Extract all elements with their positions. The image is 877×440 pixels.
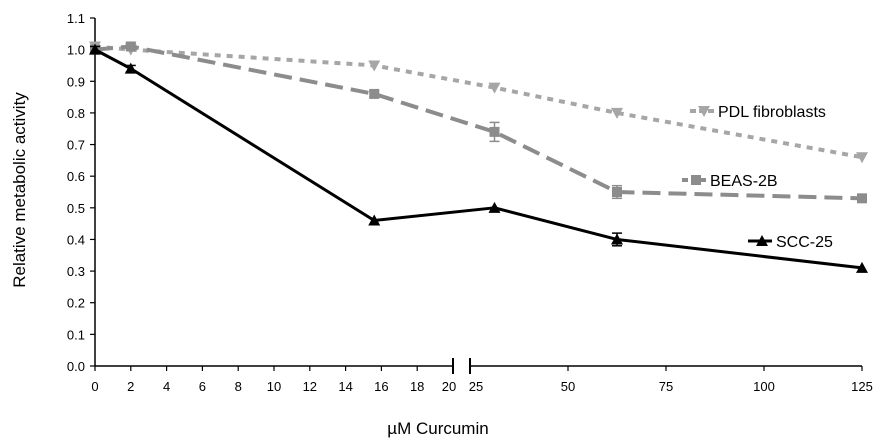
data-point <box>489 126 500 137</box>
data-point <box>857 193 867 204</box>
series-scc-25 <box>89 43 868 273</box>
x-tick-label: 8 <box>235 379 242 394</box>
x-tick-label: 10 <box>267 379 281 394</box>
data-point <box>611 107 623 119</box>
legend-marker <box>756 235 768 246</box>
series-pdl-fibroblasts <box>89 41 868 164</box>
data-point <box>125 41 136 52</box>
data-point <box>488 201 501 213</box>
y-tick-label: 0.5 <box>67 201 85 216</box>
data-point <box>612 187 622 197</box>
legend-item: BEAS-2B <box>682 173 778 190</box>
x-tick-label: 12 <box>303 379 317 394</box>
x-tick-label: 50 <box>561 379 575 394</box>
x-tick-label: 6 <box>199 379 206 394</box>
y-axis-ticks: 0.0 0.1 0.2 0.3 0.4 0.5 0.6 0.7 0.8 0.9 1.0 1.1 <box>67 11 95 374</box>
y-tick-label: 0.6 <box>67 169 85 184</box>
y-tick-label: 0.9 <box>67 74 85 89</box>
y-tick-label: 0.0 <box>67 359 85 374</box>
series-beas-2b <box>90 41 867 204</box>
x-tick-label: 0 <box>91 379 98 394</box>
data-point <box>89 43 101 55</box>
y-tick-label: 1.1 <box>67 11 85 26</box>
x-tick-label: 20 <box>442 379 456 394</box>
data-point <box>488 82 501 94</box>
legend-marker <box>691 175 701 185</box>
x-tick-label: 4 <box>163 379 170 394</box>
x-tick-label: 75 <box>659 379 673 394</box>
x-axis-ticks: 0 2 4 6 8 10 12 14 16 18 20 25 50 75 100 125 <box>91 366 873 394</box>
data-point <box>856 152 868 164</box>
y-tick-label: 0.4 <box>67 232 85 247</box>
x-axis-title: µM Curcumin <box>387 419 488 438</box>
series-line <box>94 44 863 160</box>
legend-item: PDL fibroblasts <box>690 104 826 121</box>
y-tick-label: 0.2 <box>67 296 85 311</box>
x-tick-label: 125 <box>851 379 873 394</box>
series-line <box>94 44 863 201</box>
data-point <box>611 233 623 245</box>
legend-item: SCC-25 <box>748 234 833 251</box>
legend-marker <box>698 106 710 117</box>
y-tick-label: 0.1 <box>67 327 85 342</box>
x-tick-label: 2 <box>127 379 134 394</box>
y-tick-label: 0.8 <box>67 106 85 121</box>
y-tick-label: 0.7 <box>67 138 85 153</box>
y-axis-title: Relative metabolic activity <box>10 92 29 288</box>
legend: PDL fibroblasts BEAS-2B SCC-25 <box>682 104 833 251</box>
series-line <box>94 48 863 270</box>
legend-label: SCC-25 <box>776 234 833 251</box>
series-group <box>89 41 868 273</box>
data-point <box>368 60 381 72</box>
x-tick-label: 16 <box>374 379 388 394</box>
data-point <box>369 88 380 99</box>
legend-label: BEAS-2B <box>710 173 778 190</box>
x-tick-label: 18 <box>410 379 424 394</box>
legend-label: PDL fibroblasts <box>718 104 826 121</box>
y-tick-label: 0.3 <box>67 264 85 279</box>
data-point <box>856 261 868 273</box>
data-point <box>368 214 381 226</box>
x-tick-label: 14 <box>338 379 352 394</box>
y-tick-label: 1.0 <box>67 43 85 58</box>
data-point <box>124 62 137 74</box>
x-tick-label: 25 <box>469 379 483 394</box>
x-tick-label: 100 <box>753 379 775 394</box>
